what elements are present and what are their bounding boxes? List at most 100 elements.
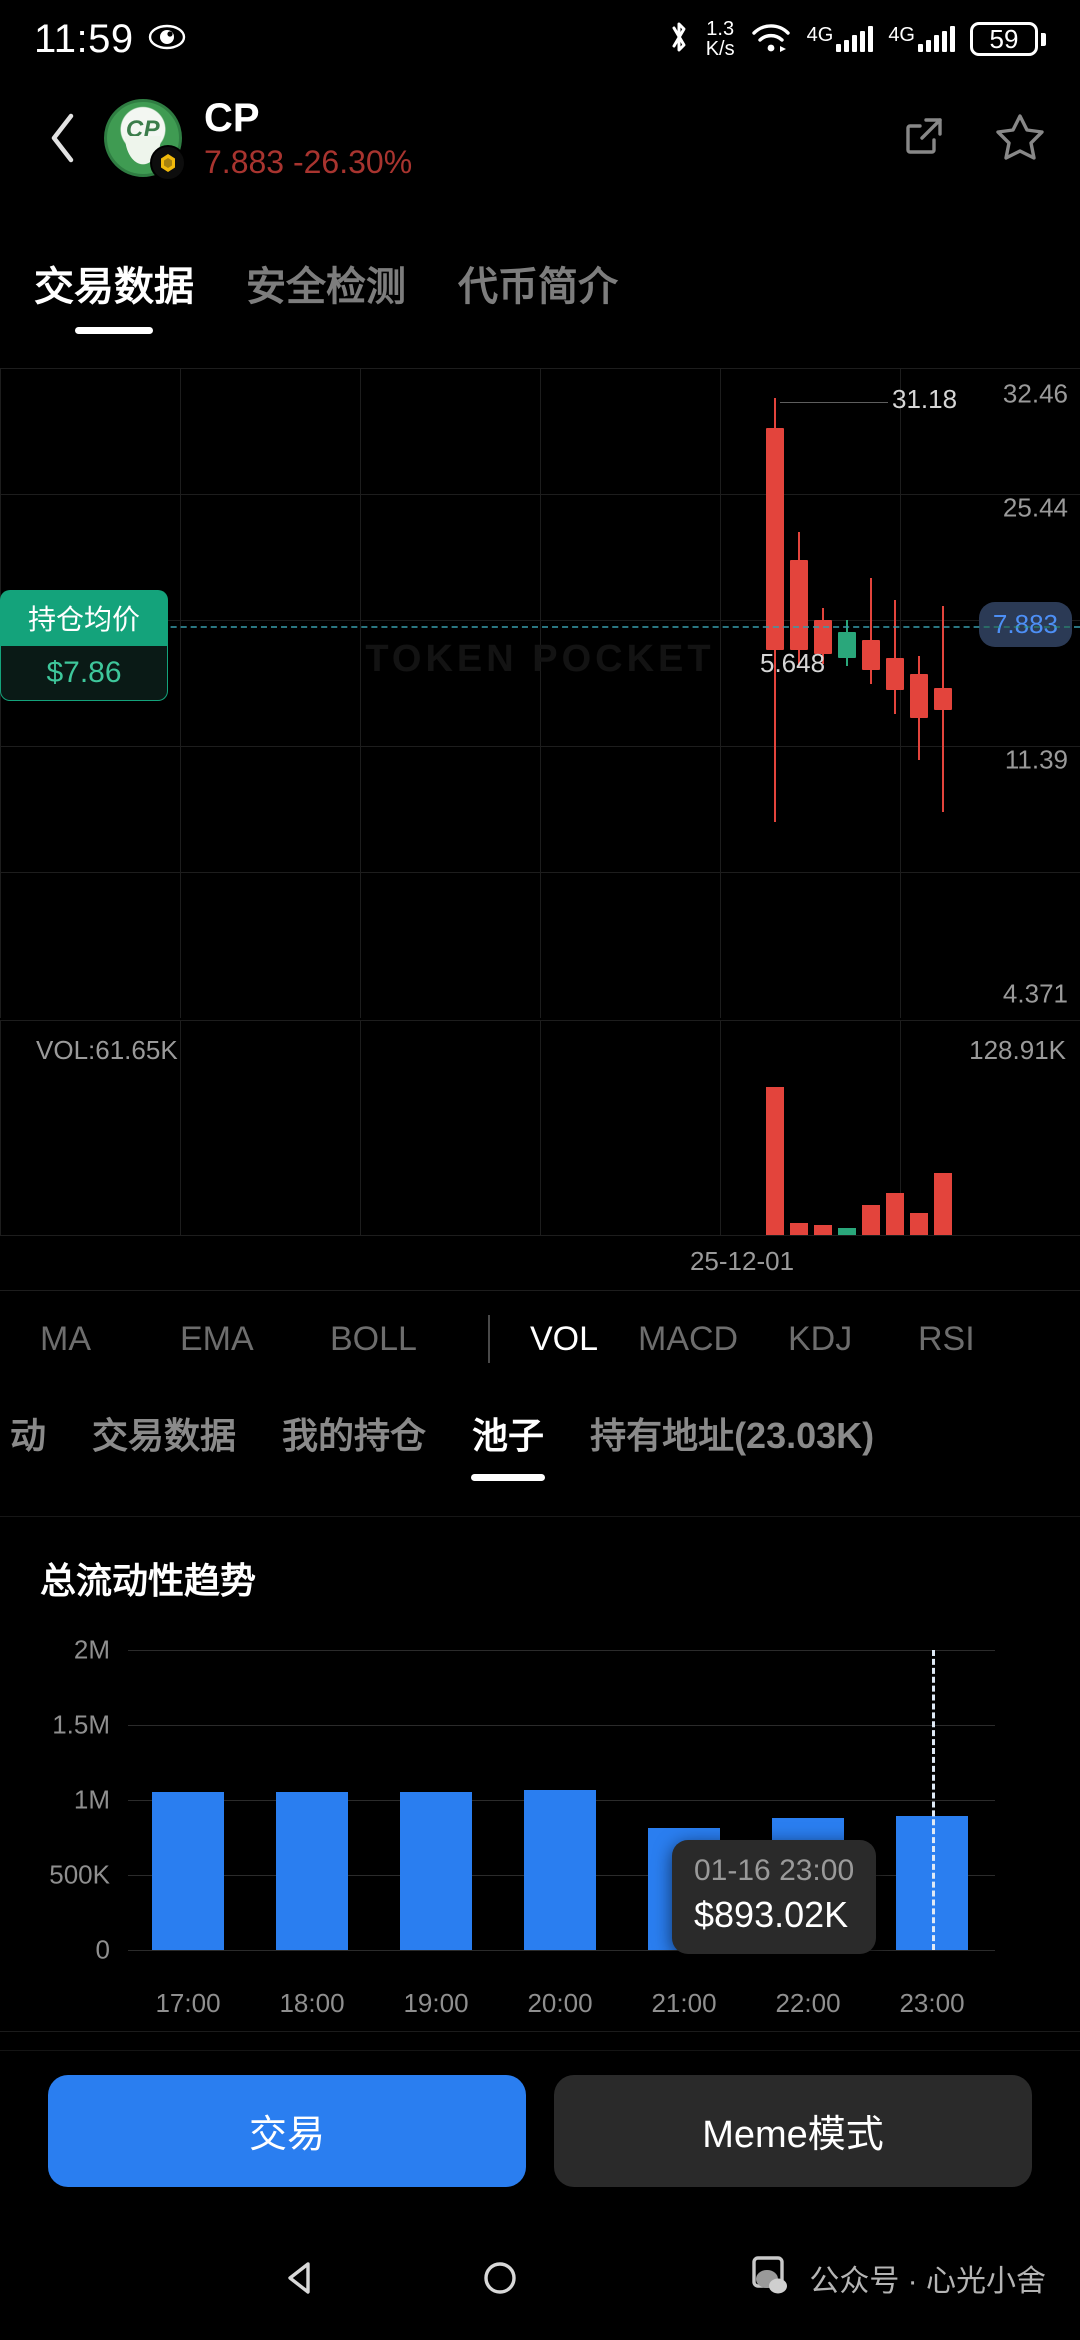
volume-bar-2: [814, 1225, 832, 1235]
volume-max-label: 128.91K: [969, 1035, 1066, 1065]
tooltip-value: $893.02K: [694, 1894, 849, 1935]
signal-bars-1: [836, 26, 874, 52]
liquidity-bar-3: [524, 1790, 596, 1950]
volume-bar-6: [910, 1213, 928, 1235]
candlestick-chart[interactable]: TOKEN POCKET 32.46 25.44 18.41 11.39 4.3…: [0, 368, 1080, 1018]
volume-bar-0: [766, 1087, 784, 1235]
coin-logo-text: CP: [125, 116, 161, 143]
bnb-chain-icon: [150, 145, 186, 181]
trade-button[interactable]: 交易: [48, 2074, 526, 2187]
liquidity-xtick-3: 20:00: [527, 1988, 593, 2018]
subtab-pool[interactable]: 池子: [472, 1407, 544, 1481]
indicator-vol[interactable]: VOL: [529, 1319, 599, 1358]
subtab-my-position[interactable]: 我的持仓: [282, 1415, 427, 1456]
status-bar-left: 11:59: [34, 17, 186, 62]
volume-chart[interactable]: VOL:61.65K 128.91K: [0, 1020, 1080, 1235]
page-title: CP: [204, 96, 260, 140]
nav-home-button[interactable]: [400, 2256, 600, 2300]
volume-bar-1: [790, 1223, 808, 1235]
status-bar: 11:59 1.3 K/s 4G 4G 59: [0, 0, 1080, 78]
liquidity-ytick-4: 0: [95, 1934, 110, 1965]
price-change: -26.30%: [292, 144, 413, 180]
back-button[interactable]: [34, 109, 92, 167]
wechat-icon: [749, 2254, 795, 2303]
liquidity-ytick-0: 2M: [73, 1634, 110, 1665]
bluetooth-icon: [667, 19, 691, 60]
candle-ytick-1: 25.44: [1002, 492, 1068, 523]
header-text: CP 7.883 -26.30%: [204, 95, 412, 181]
liquidity-cursor-line: [932, 1650, 935, 1950]
volume-bar-4: [862, 1205, 880, 1235]
wechat-watermark: 公众号 · 心光小舍: [749, 2254, 1046, 2303]
signal-2: 4G: [888, 25, 955, 52]
current-price: 7.883: [204, 144, 285, 180]
indicator-ma[interactable]: MA: [40, 1319, 91, 1358]
share-external-icon[interactable]: [900, 112, 948, 165]
liquidity-bar-2: [400, 1792, 472, 1950]
liquidity-xtick-0: 17:00: [155, 1988, 221, 2018]
liquidity-xtick-6: 23:00: [899, 1988, 965, 2018]
system-nav-bar: 公众号 · 心光小舍: [0, 2216, 1080, 2340]
avg-cost-value: $7.86: [0, 646, 168, 701]
avg-cost-label: 持仓均价: [0, 590, 168, 646]
chevron-left-icon: [51, 113, 74, 163]
main-tab-bar: 交易数据 安全检测 代币简介: [0, 236, 1080, 362]
chart-high-marker: 31.18: [892, 384, 958, 414]
star-icon[interactable]: [994, 111, 1046, 166]
chart-date-label: 25-12-01: [689, 1246, 795, 1276]
liquidity-xtick-2: 19:00: [403, 1988, 469, 2018]
liquidity-ytick-2: 1M: [73, 1784, 110, 1815]
liquidity-chart[interactable]: 2M 1.5M 1M 500K 0 01-16 23:00 $893.02K: [0, 1635, 1080, 1980]
tab-trading-data[interactable]: 交易数据: [34, 254, 194, 334]
eye-icon: [148, 23, 186, 56]
action-button-row: 交易 Meme模式: [0, 2050, 1080, 2210]
chart-date-axis: 25-12-01: [0, 1235, 1080, 1291]
indicator-macd[interactable]: MACD: [638, 1319, 739, 1358]
indicator-ema[interactable]: EMA: [180, 1319, 254, 1358]
subtab-holders[interactable]: 持有地址(23.03K): [590, 1415, 875, 1456]
signal-bars-2: [918, 26, 955, 52]
indicator-boll[interactable]: BOLL: [330, 1319, 417, 1358]
liquidity-ytick-3: 500K: [49, 1859, 110, 1890]
subtab-trade-data[interactable]: 交易数据: [92, 1415, 237, 1456]
liquidity-bar-1: [276, 1792, 348, 1950]
header-actions: [900, 111, 1046, 166]
wechat-watermark-text: 公众号 · 心光小舍: [809, 2265, 1046, 2298]
chart-watermark: TOKEN POCKET: [365, 638, 715, 680]
volume-current-label: VOL:61.65K: [36, 1035, 178, 1065]
candle-ytick-0: 32.46: [1002, 378, 1068, 409]
candle-ytick-3: 11.39: [1004, 744, 1068, 775]
avatar: CP: [104, 99, 186, 181]
liquidity-bar-0: [152, 1792, 224, 1950]
volume-bar-5: [886, 1193, 904, 1235]
circle-home-icon: [484, 2262, 516, 2294]
signal-1: 4G: [807, 25, 874, 52]
volume-bar-3: [838, 1228, 856, 1235]
current-price-badge: 7.883: [978, 602, 1072, 647]
tab-security-check[interactable]: 安全检测: [246, 265, 406, 309]
status-time: 11:59: [34, 16, 134, 61]
indicator-tab-bar: MA EMA BOLL VOL MACD KDJ RSI: [0, 1291, 1080, 1387]
sub-tab-bar: 动 交易数据 我的持仓 池子 持有地址(23.03K): [0, 1387, 1080, 1517]
indicator-kdj[interactable]: KDJ: [788, 1319, 853, 1358]
liquidity-x-axis: 17:00 18:00 19:00 20:00 21:00 22:00 23:0…: [0, 1980, 1080, 2032]
subtab-activity[interactable]: 动: [10, 1415, 47, 1456]
status-bar-right: 1.3 K/s 4G 4G 59: [667, 19, 1046, 60]
nav-back-button[interactable]: [200, 2256, 400, 2300]
volume-bar-7: [934, 1173, 952, 1235]
avg-cost-badge: 持仓均价 $7.86: [0, 590, 168, 701]
triangle-back-icon: [288, 2262, 310, 2294]
tab-token-intro[interactable]: 代币简介: [458, 265, 618, 309]
battery-indicator: 59: [970, 22, 1046, 56]
liquidity-section-title: 总流动性趋势: [40, 1560, 257, 1601]
tooltip-time: 01-16 23:00: [694, 1854, 855, 1887]
indicator-rsi[interactable]: RSI: [918, 1319, 975, 1358]
battery-level: 59: [970, 22, 1038, 56]
meme-mode-button[interactable]: Meme模式: [554, 2074, 1032, 2187]
liquidity-xtick-1: 18:00: [279, 1988, 345, 2018]
battery-tip: [1041, 32, 1046, 46]
liquidity-xtick-4: 21:00: [651, 1988, 717, 2018]
candle-ytick-4: 4.371: [1002, 978, 1068, 1009]
chart-low-marker: 5.648: [760, 648, 826, 678]
